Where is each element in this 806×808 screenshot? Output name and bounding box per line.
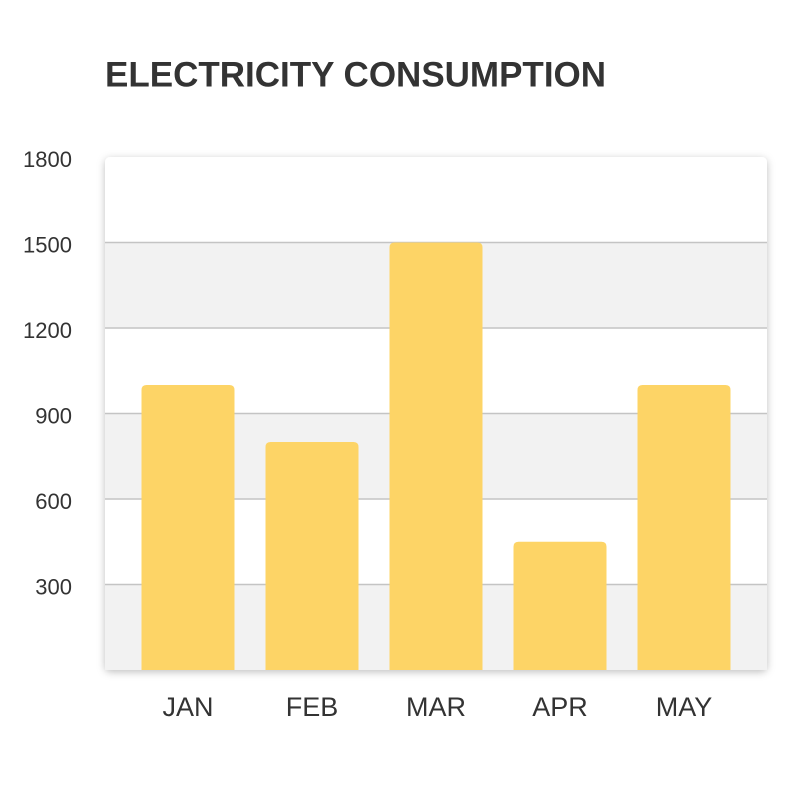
x-tick-label: APR xyxy=(532,692,588,722)
x-tick-label: MAR xyxy=(406,692,466,722)
y-tick-label: 1500 xyxy=(23,232,72,257)
y-tick-label: 300 xyxy=(35,574,72,599)
bar xyxy=(389,242,483,670)
y-tick-label: 1800 xyxy=(23,147,72,172)
y-tick-label: 600 xyxy=(35,489,72,514)
x-tick-label: FEB xyxy=(286,692,339,722)
y-tick-label: 900 xyxy=(35,403,72,428)
x-tick-label: JAN xyxy=(162,692,213,722)
bar xyxy=(141,385,235,670)
bar xyxy=(637,385,731,670)
chart-title: ELECTRICITY CONSUMPTION xyxy=(105,55,606,94)
bar xyxy=(513,541,607,670)
bar xyxy=(265,442,359,670)
y-tick-label: 1200 xyxy=(23,318,72,343)
x-tick-label: MAY xyxy=(656,692,713,722)
